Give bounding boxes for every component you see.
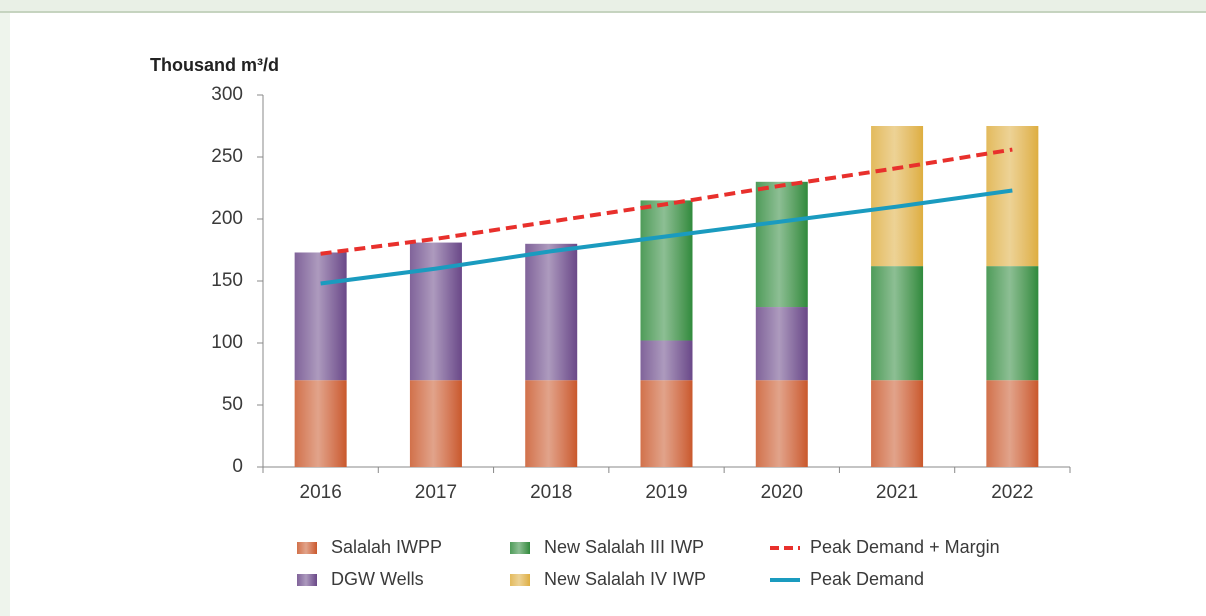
bar-segment xyxy=(755,380,808,467)
x-tick-label: 2020 xyxy=(761,482,803,503)
legend-swatch xyxy=(510,574,530,586)
legend-swatch xyxy=(297,574,317,586)
x-tick-label: 2021 xyxy=(876,482,918,503)
y-tick-label: 250 xyxy=(211,146,243,167)
bar-segment xyxy=(525,243,578,381)
bar-segment xyxy=(409,380,462,467)
y-tick-label: 150 xyxy=(211,270,243,291)
y-tick-label: 200 xyxy=(211,208,243,229)
bar-segment xyxy=(755,181,808,308)
legend-label: New Salalah III IWP xyxy=(544,537,704,557)
legend-swatch xyxy=(297,542,317,554)
bar-segment xyxy=(986,380,1039,467)
x-tick-label: 2022 xyxy=(991,482,1033,503)
bar-segment xyxy=(525,380,578,467)
bar-segment xyxy=(640,200,693,341)
bar-segment xyxy=(871,126,924,267)
line-series xyxy=(320,147,1013,256)
legend-label: Peak Demand + Margin xyxy=(810,537,1000,557)
legend-label: New Salalah IV IWP xyxy=(544,569,706,589)
y-tick-label: 100 xyxy=(211,332,243,353)
bar-segment xyxy=(409,242,462,381)
y-tick-label: 0 xyxy=(232,456,243,477)
bar-segment xyxy=(294,380,347,467)
bar-segment xyxy=(986,266,1039,381)
x-tick-label: 2016 xyxy=(300,482,342,503)
line-series xyxy=(320,188,1013,286)
y-tick-label: 50 xyxy=(222,394,243,415)
legend-label: DGW Wells xyxy=(331,569,424,589)
legend-label: Salalah IWPP xyxy=(331,537,442,557)
x-tick-label: 2019 xyxy=(645,482,687,503)
x-tick-label: 2018 xyxy=(530,482,572,503)
x-tick-label: 2017 xyxy=(415,482,457,503)
legend-swatch xyxy=(510,542,530,554)
bar-segment xyxy=(871,266,924,381)
y-tick-label: 300 xyxy=(211,84,243,105)
bar-segment xyxy=(294,252,347,381)
bar-segment xyxy=(871,380,924,467)
top-strip xyxy=(0,0,1206,12)
legend-label: Peak Demand xyxy=(810,569,924,589)
bar-segment xyxy=(640,380,693,467)
bar-segment xyxy=(986,126,1039,267)
y-axis-label: Thousand m³/d xyxy=(150,55,279,75)
bar-segment xyxy=(640,340,693,381)
bar-segment xyxy=(755,307,808,381)
